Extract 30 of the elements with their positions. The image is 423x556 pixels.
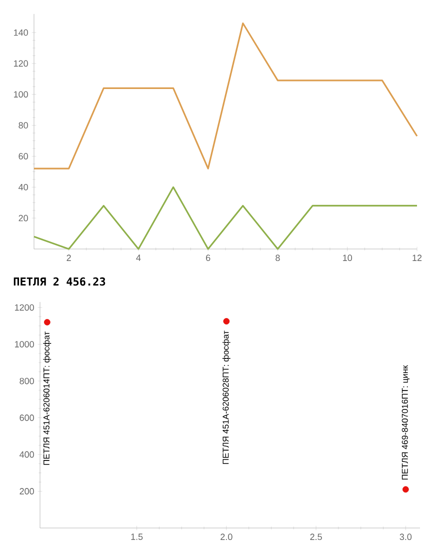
y-tick-label: 140 xyxy=(14,29,28,36)
y-tick-label: 20 xyxy=(18,214,28,222)
y-tick-label: 600 xyxy=(20,414,34,421)
y-tick-label: 1200 xyxy=(15,304,34,311)
y-tick-label: 60 xyxy=(18,153,28,160)
y-tick-label: 80 xyxy=(18,122,28,128)
x-tick-label: 10 xyxy=(343,254,352,262)
chart-title: ПЕТЛЯ 2 456.23 xyxy=(14,277,106,286)
x-tick-label: 12 xyxy=(412,254,422,261)
x-tick-label: 4 xyxy=(136,254,141,261)
point xyxy=(402,486,409,493)
y-tick-label: 800 xyxy=(20,378,34,384)
x-tick-label: 1.5 xyxy=(131,534,143,540)
x-tick-label: 3.0 xyxy=(400,534,412,540)
x-tick-label: 6 xyxy=(206,254,210,262)
point xyxy=(223,318,230,324)
y-tick-label: 400 xyxy=(20,451,34,458)
x-tick-label: 8 xyxy=(276,254,280,262)
annotation: ПЕТЛЯ 451А-6206028ПТ: фосфат xyxy=(222,330,230,464)
point xyxy=(44,319,50,326)
annotation: ПЕТЛЯ 469-8407016ПТ: цинк xyxy=(402,365,410,480)
x-tick-label: 2.0 xyxy=(220,534,232,540)
y-tick-label: 200 xyxy=(20,488,34,494)
y-tick-label: 120 xyxy=(14,60,28,67)
y-tick-label: 100 xyxy=(14,91,28,98)
annotation: ПЕТЛЯ 451А-6206014ПТ: фосфат xyxy=(43,332,52,465)
x-tick-label: 2 xyxy=(66,254,71,261)
y-tick-label: 1000 xyxy=(15,341,34,348)
y-tick-label: 40 xyxy=(18,184,28,190)
x-tick-label: 2.5 xyxy=(310,534,322,540)
